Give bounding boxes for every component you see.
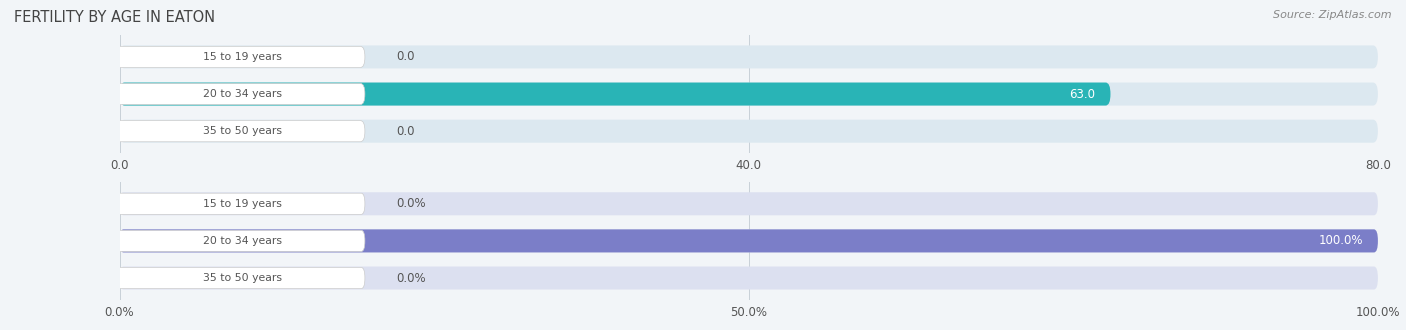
- Text: FERTILITY BY AGE IN EATON: FERTILITY BY AGE IN EATON: [14, 10, 215, 25]
- Text: 35 to 50 years: 35 to 50 years: [202, 126, 281, 136]
- FancyBboxPatch shape: [114, 46, 366, 68]
- FancyBboxPatch shape: [120, 46, 1378, 68]
- Text: 20 to 34 years: 20 to 34 years: [202, 236, 281, 246]
- Text: 100.0%: 100.0%: [1319, 234, 1362, 248]
- Text: 15 to 19 years: 15 to 19 years: [202, 199, 281, 209]
- Text: 35 to 50 years: 35 to 50 years: [202, 273, 281, 283]
- FancyBboxPatch shape: [120, 192, 1378, 215]
- FancyBboxPatch shape: [120, 82, 1378, 106]
- FancyBboxPatch shape: [114, 230, 366, 251]
- Text: 0.0: 0.0: [396, 50, 415, 63]
- FancyBboxPatch shape: [120, 120, 1378, 143]
- Text: 63.0: 63.0: [1070, 87, 1095, 101]
- FancyBboxPatch shape: [114, 83, 366, 105]
- Text: 15 to 19 years: 15 to 19 years: [202, 52, 281, 62]
- FancyBboxPatch shape: [114, 120, 366, 142]
- FancyBboxPatch shape: [120, 229, 1378, 252]
- FancyBboxPatch shape: [120, 229, 1378, 252]
- Text: 0.0: 0.0: [396, 125, 415, 138]
- FancyBboxPatch shape: [120, 267, 1378, 289]
- Text: Source: ZipAtlas.com: Source: ZipAtlas.com: [1274, 10, 1392, 20]
- FancyBboxPatch shape: [120, 82, 1111, 106]
- Text: 0.0%: 0.0%: [396, 272, 426, 284]
- Text: 0.0%: 0.0%: [396, 197, 426, 210]
- Text: 20 to 34 years: 20 to 34 years: [202, 89, 281, 99]
- FancyBboxPatch shape: [114, 193, 366, 214]
- FancyBboxPatch shape: [114, 267, 366, 289]
